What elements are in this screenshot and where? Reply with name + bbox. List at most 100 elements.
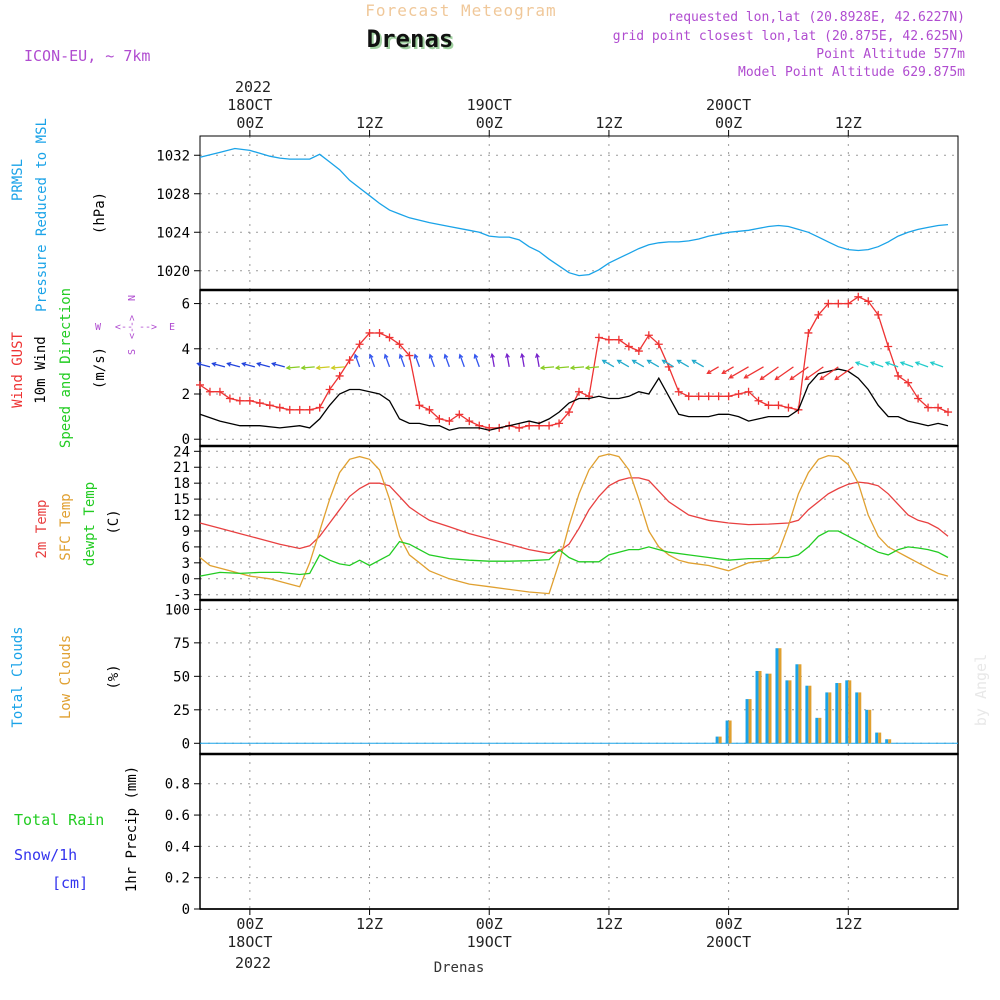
gust-marker [734,390,743,398]
wind-direction-arrow [491,353,495,367]
wind-axis-label: Wind GUST [10,332,26,408]
wind-arrow-head [804,375,810,381]
wind-direction-arrow [602,359,615,368]
gust-marker [724,392,733,401]
wind-axis-label: Speed and Direction [58,288,74,448]
temperature-axis-label: dewpt Temp [82,482,98,566]
top-time-tick-label: 00Z [476,114,503,132]
wind-arrow-head [691,359,697,365]
temperature-frame [199,445,959,601]
wind-arrow-head [285,365,291,371]
gust-marker [565,408,574,417]
wind-arrow-head [929,361,935,366]
compass-west: W [95,322,102,333]
gust-marker [614,335,623,344]
gust-marker [375,328,384,337]
pressure-frame [199,135,959,291]
gust-marker [674,387,683,396]
low-clouds-bar [888,739,892,744]
wind-direction-arrow [444,354,450,368]
pressure-ytick-label: 1024 [156,225,190,241]
gust-marker [754,396,763,405]
wind-ytick-label: 4 [182,342,190,358]
gust-marker [904,378,913,387]
low-clouds-bar [858,692,862,744]
wind-arrow-head [505,352,510,359]
gust-marker [355,340,364,349]
top-time-tick-label: 18OCT [227,96,272,114]
temperature-ytick-label: 18 [173,476,190,492]
gust-marker [405,351,414,360]
bottom-time-tick-label: 18OCT [227,933,272,951]
pressure-ytick-label: 1032 [156,148,190,164]
wind-direction-arrow [474,354,480,368]
clouds-ytick-label: 50 [173,669,190,685]
gust-marker [864,297,873,306]
top-time-tick-label: 12Z [595,114,622,132]
wind-direction-arrow [707,366,719,374]
wind-direction-arrow [384,354,391,368]
grid-point-coords: grid point closest lon,lat (20.875E, 42.… [613,29,965,44]
total-clouds-bar [845,680,849,744]
wind-direction-arrow [414,354,421,368]
gust-marker [704,392,713,401]
temperature-axis-label: SFC Temp [58,493,74,560]
wind-direction-arrow [722,366,734,374]
bottom-time-tick-label: 00Z [715,915,742,933]
low-clouds-bar [838,683,842,744]
wind-arrow-head [789,375,795,381]
gust-marker [345,356,354,365]
pressure-axis-label: PRMSL [10,159,26,201]
wind-arrow-head [661,359,667,365]
pressure-axis-label: (hPa) [92,192,108,234]
precip-frame [199,753,959,910]
wind-arrow-head [539,365,546,371]
wind-arrow-head [226,361,232,367]
precip-ytick-label: 0.2 [165,871,190,887]
wind-direction-arrow [915,361,929,368]
gust-marker [575,387,583,396]
wind-ytick-label: 6 [182,297,190,313]
low-clouds-bar [868,709,872,744]
precip-legend-label: Total Rain [14,811,104,829]
wind-arrow-head [458,353,464,359]
gust-marker [235,396,244,405]
wind-direction-arrow [677,359,690,368]
gust-marker [694,392,703,401]
wind-arrow-head [490,352,495,359]
total-clouds-bar [725,720,729,744]
temperature-ytick-label: 21 [173,460,190,476]
wind-direction-arrow [662,359,675,368]
clouds-ytick-label: 25 [173,703,190,719]
wind-direction-arrow [429,354,435,368]
wind-direction-arrow [692,359,704,368]
wind-arrow-head [271,361,277,367]
point-altitude: Point Altitude 577m [816,47,965,62]
wind-direction-arrow [729,366,749,379]
gust-marker [824,299,833,308]
gust-marker [365,328,374,337]
wind-direction-arrow [301,366,315,369]
gust-marker [814,310,823,319]
wind-arrow-head [869,361,876,366]
wind-frame [199,289,959,447]
low-clouds-bar [798,664,802,744]
gust-marker [844,299,853,308]
precip-panel: 0 0.2 0.4 0.6 0.8 [165,753,959,918]
gust-marker [275,403,284,412]
temperature-axis-label: (C) [106,509,122,534]
low-clouds-bar [718,736,722,744]
compass-vertical-arrow: <--> [127,315,138,339]
gust-marker [335,371,344,380]
wind-arrow-head [569,365,575,371]
wind-compass: N <--> S W <-- --> E [95,295,175,355]
wind-arrow-head [834,375,840,381]
pressure-ytick-label: 1028 [156,187,190,203]
gust-marker [415,401,424,410]
wind-direction-arrow [744,366,764,379]
temperature-axis-label: 2m Temp [34,499,50,558]
total-clouds-bar [715,736,719,744]
gust-marker [285,405,294,414]
gust-marker [834,299,843,308]
